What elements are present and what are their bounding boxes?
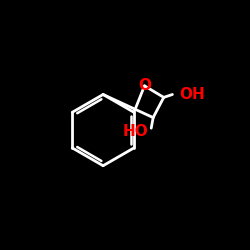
Text: HO: HO — [122, 124, 148, 138]
Text: O: O — [138, 78, 151, 93]
Text: OH: OH — [179, 87, 205, 102]
